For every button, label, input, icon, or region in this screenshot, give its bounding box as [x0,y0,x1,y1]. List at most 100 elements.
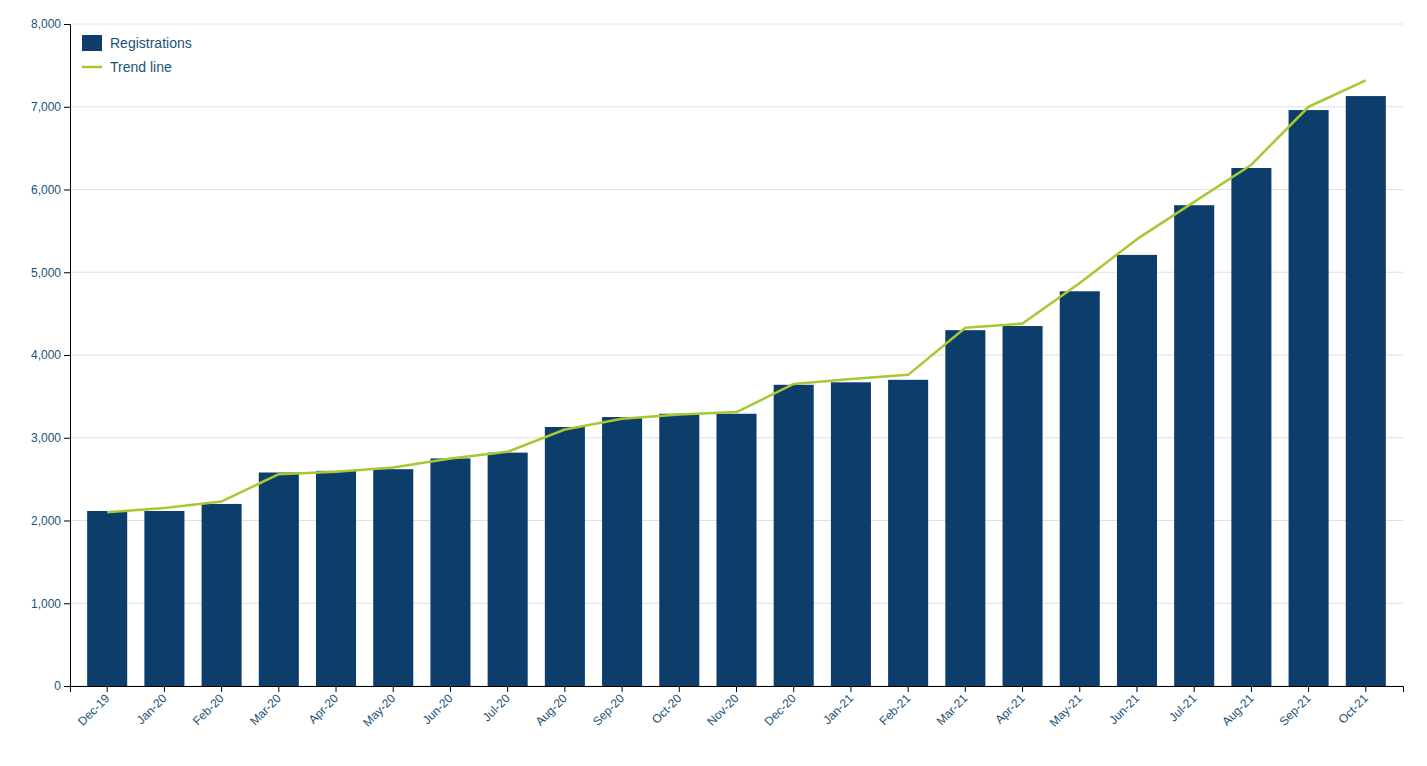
x-tick-mark [1194,686,1195,692]
x-tick: Sep-21 [1276,686,1313,729]
x-tick: Mar-20 [247,686,284,728]
x-tick: Oct-21 [1336,686,1372,727]
x-tick-mark [221,686,222,692]
x-tick-label: Sep-21 [1276,691,1313,728]
x-tick-label: Mar-21 [934,691,971,728]
plot-area [87,80,1386,686]
x-tick-label: Jul-20 [480,691,513,724]
x-tick: Jul-21 [1166,686,1199,724]
x-tick-mark [450,686,451,692]
x-tick-label: Apr-21 [992,691,1028,727]
bar [1003,326,1043,686]
x-tick-label: Jan-21 [820,691,856,727]
y-tick-label: 1,000 [31,597,61,611]
y-tick-label: 8,000 [31,17,61,31]
x-tick-mark [622,686,623,692]
x-tick: May-21 [1047,686,1085,730]
x-tick-label: Sep-20 [590,691,627,728]
bar [1289,110,1329,686]
y-tick-label: 5,000 [31,266,61,280]
x-tick-mark [164,686,165,692]
bar [1117,255,1157,686]
x-tick-label: Jan-20 [134,691,170,727]
bar [831,382,871,686]
y-tick: 7,000 [31,100,70,114]
bar [716,414,756,686]
x-tick-mark [393,686,394,692]
x-tick: Apr-21 [992,686,1028,727]
bar [602,417,642,686]
x-tick-mark [564,686,565,692]
x-tick-mark [1022,686,1023,692]
y-axis-line [64,25,71,687]
x-tick-label: Dec-19 [75,691,112,728]
grid-line [70,24,1403,25]
bar [373,469,413,686]
bar [545,427,585,686]
legend: Registrations Trend line [82,35,192,75]
y-tick-label: 0 [54,679,61,693]
x-tick-label: Dec-20 [762,691,799,728]
x-tick-mark [336,686,337,692]
legend-label: Trend line [110,59,172,75]
trend-line [107,80,1366,512]
bar [87,511,127,686]
bar [259,473,299,686]
y-tick: 8,000 [31,17,70,31]
x-tick: Jul-20 [480,686,513,724]
bar [1231,168,1271,686]
y-tick-mark [64,272,70,273]
y-tick: 2,000 [31,514,70,528]
x-tick: May-20 [360,686,398,730]
x-tick-mark [278,686,279,692]
bar [316,471,356,686]
x-axis: Dec-19 Jan-20 Feb-20 Mar-20 Apr-20 May-20 Jun-… [71,686,1404,730]
y-tick: 6,000 [31,183,70,197]
bar [144,511,184,686]
bar [1174,205,1214,686]
x-tick-mark [965,686,966,692]
x-tick-mark [1308,686,1309,692]
x-tick: Oct-20 [649,686,685,727]
y-tick-label: 7,000 [31,100,61,114]
y-tick: 3,000 [31,431,70,445]
x-tick: Aug-21 [1219,686,1256,729]
y-tick-label: 2,000 [31,514,61,528]
bar [488,453,528,686]
x-tick: Jan-20 [134,686,170,727]
x-tick-label: May-20 [360,691,398,729]
bar [774,385,814,686]
x-tick: Nov-20 [704,686,741,729]
x-tick-mark [507,686,508,692]
y-tick-mark [64,603,70,604]
x-tick-label: Apr-20 [306,691,342,727]
x-tick-label: Aug-20 [533,691,570,728]
legend-label: Registrations [110,35,192,51]
grid-line [70,189,1403,190]
y-axis: 0 1,000 2,000 3,000 4,000 5,000 6,000 7,000 8,00… [31,17,71,693]
y-tick: 4,000 [31,348,70,362]
legend-swatch [82,35,102,51]
grid [70,24,1403,686]
x-tick: Aug-20 [533,686,570,729]
x-tick: Mar-21 [934,686,971,728]
y-tick-label: 4,000 [31,348,61,362]
y-tick-mark [64,107,70,108]
x-axis-line [71,687,1404,693]
y-tick-label: 3,000 [31,431,61,445]
x-tick: Dec-20 [762,686,799,729]
bar [430,458,470,686]
x-tick-label: Feb-20 [190,691,227,728]
x-tick-mark [679,686,680,692]
bar [945,330,985,686]
y-tick-mark [64,355,70,356]
x-tick-mark [1365,686,1366,692]
legend-swatch [82,66,102,69]
x-tick-label: Jul-21 [1166,691,1199,724]
x-tick: Apr-20 [306,686,342,727]
x-tick-label: Aug-21 [1219,691,1256,728]
x-tick-mark [793,686,794,692]
x-tick-label: Mar-20 [247,691,284,728]
bar [1346,96,1386,686]
x-tick: Jun-20 [420,686,456,727]
